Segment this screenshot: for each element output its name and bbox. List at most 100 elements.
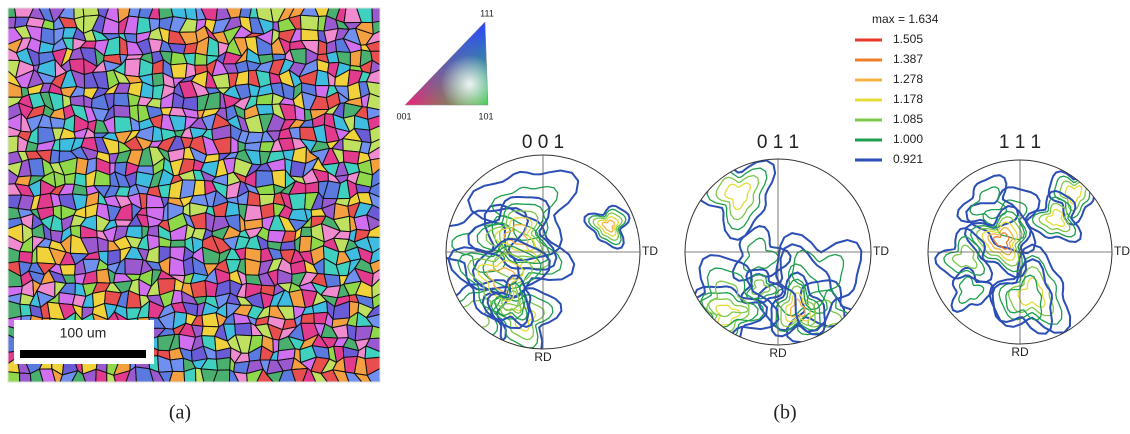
grain xyxy=(113,104,131,118)
legend-label: 1.085 xyxy=(893,112,923,126)
contour xyxy=(774,263,828,317)
contours xyxy=(685,159,867,345)
grain xyxy=(331,369,350,382)
contour xyxy=(447,237,551,330)
contour xyxy=(592,212,623,242)
contour xyxy=(466,252,533,311)
grain xyxy=(300,28,320,42)
contour xyxy=(1017,276,1046,308)
contour xyxy=(1007,265,1054,317)
grain xyxy=(369,325,380,340)
contour xyxy=(785,291,811,323)
grain xyxy=(157,370,174,382)
grain xyxy=(8,371,21,382)
legend-title: max = 1.634 xyxy=(872,12,939,26)
grain xyxy=(243,204,263,222)
contour xyxy=(715,174,760,221)
grain xyxy=(367,138,380,156)
contour xyxy=(476,203,550,264)
contour xyxy=(1045,208,1066,228)
contour xyxy=(742,237,779,272)
contour xyxy=(943,235,986,276)
contour xyxy=(934,227,994,284)
pole-figures: 0 0 1 TD RD 0 1 1 TD RD 1 1 1 TD RD xyxy=(445,132,1130,364)
contour xyxy=(770,271,827,338)
contour xyxy=(467,169,580,262)
grain xyxy=(369,259,380,275)
grain xyxy=(278,369,297,382)
contour xyxy=(956,174,1020,230)
contour xyxy=(987,226,1014,256)
grain xyxy=(151,72,165,87)
contour xyxy=(476,259,525,302)
grain xyxy=(349,49,362,68)
grain xyxy=(342,138,363,153)
grain xyxy=(371,20,380,36)
grain xyxy=(71,369,87,382)
contour xyxy=(1064,185,1083,205)
grain xyxy=(63,172,77,185)
grain xyxy=(365,304,380,319)
grain xyxy=(228,368,240,382)
key-right: 101 xyxy=(478,111,493,121)
contour xyxy=(494,282,528,321)
pole-td: TD xyxy=(642,244,658,258)
caption-b: (b) xyxy=(773,402,796,424)
grain xyxy=(299,14,320,32)
grain xyxy=(234,322,253,337)
contour xyxy=(981,221,1019,262)
pole-title: 0 0 1 xyxy=(522,132,564,153)
grain xyxy=(364,356,380,377)
grain xyxy=(317,39,328,56)
scale-label: 100 um xyxy=(60,325,107,341)
ipf-key: 111 001 101 xyxy=(396,8,493,121)
contour xyxy=(486,274,534,328)
contour xyxy=(958,276,985,305)
grain xyxy=(256,368,274,382)
contour xyxy=(751,279,771,296)
grain xyxy=(246,368,264,382)
contour xyxy=(775,232,863,333)
grain xyxy=(366,236,380,254)
grain xyxy=(368,191,380,210)
contour xyxy=(467,195,558,271)
grain xyxy=(183,367,197,382)
orientation-map xyxy=(8,8,380,382)
grain xyxy=(215,356,231,371)
grain xyxy=(169,357,185,373)
map-border xyxy=(7,7,381,383)
grain xyxy=(300,312,315,324)
pole-td: TD xyxy=(1114,244,1130,258)
grain xyxy=(366,204,380,222)
grain xyxy=(365,40,380,52)
grain xyxy=(51,367,63,382)
grain xyxy=(310,370,329,382)
grain xyxy=(366,92,380,111)
grain xyxy=(8,300,22,320)
grain xyxy=(323,273,342,288)
grain xyxy=(125,365,137,382)
grain xyxy=(19,372,32,382)
pole-title: 1 1 1 xyxy=(999,132,1041,153)
contour xyxy=(970,210,1027,273)
grain xyxy=(244,257,262,276)
contour xyxy=(485,210,543,258)
grain xyxy=(298,235,313,253)
contour xyxy=(731,225,792,282)
grain xyxy=(8,135,19,154)
grain xyxy=(304,181,320,194)
grain xyxy=(169,239,186,248)
contour xyxy=(583,204,631,250)
grain xyxy=(369,125,380,144)
pole-figure: 0 1 1 TD RD xyxy=(684,132,889,360)
grain xyxy=(124,258,144,276)
grain xyxy=(299,226,313,237)
contour xyxy=(992,232,1010,250)
key-left: 001 xyxy=(396,111,411,121)
contour xyxy=(692,267,765,328)
grain xyxy=(344,371,363,382)
contour xyxy=(597,215,620,237)
grain xyxy=(371,278,380,299)
legend-label: 1.278 xyxy=(893,72,923,86)
